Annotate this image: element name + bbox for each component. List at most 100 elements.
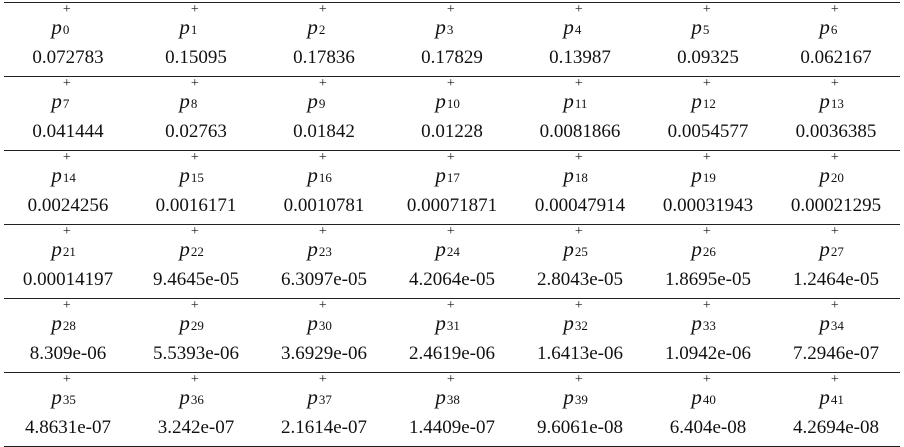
value-cell: 1.0942e-06	[664, 342, 751, 364]
subscript: 41	[830, 392, 844, 407]
superscript: +	[318, 2, 327, 17]
symbol: p	[51, 15, 62, 39]
superscript: +	[830, 150, 839, 165]
header-cell: p +2	[260, 2, 388, 41]
subscript: 19	[702, 170, 716, 185]
superscript: +	[62, 150, 71, 165]
superscript: +	[318, 224, 327, 239]
superscript: +	[574, 2, 583, 17]
value-cell: 3.242e-07	[157, 416, 235, 438]
superscript: +	[446, 224, 455, 239]
header-cell: p +22	[132, 224, 260, 263]
value-cell: 0.0081866	[539, 120, 621, 142]
header-cell: p +0	[4, 2, 132, 41]
header-cell: p +9	[260, 76, 388, 115]
symbol: p	[307, 89, 318, 113]
superscript: +	[318, 372, 327, 387]
value-cell: 0.01228	[421, 120, 483, 142]
value-cell: 1.2464e-05	[792, 268, 879, 290]
header-cell: p +3	[388, 2, 516, 41]
header-cell: p +29	[132, 298, 260, 337]
symbol: p	[691, 89, 702, 113]
value-cell: 0.0054577	[667, 120, 749, 142]
symbol: p	[435, 385, 446, 409]
scripts: +8	[190, 76, 213, 111]
header-row: p +7 p +8 p +9 p +10 p +11 p +12 p +13	[4, 76, 900, 115]
subscript: 13	[830, 96, 844, 111]
value-cell: 0.01842	[293, 120, 355, 142]
header-cell: p +40	[644, 372, 772, 411]
row-group: p +21 p +22 p +23 p +24 p +25 p +26 p +27 0.00014197 9.…	[4, 224, 900, 299]
value-cell: 0.00014197	[22, 268, 114, 290]
scripts: +19	[702, 150, 725, 185]
subscript: 20	[830, 170, 844, 185]
subscript: 25	[574, 244, 588, 259]
subscript: 28	[62, 318, 76, 333]
symbol: p	[307, 385, 318, 409]
header-cell: p +27	[772, 224, 900, 263]
scripts: +15	[190, 150, 213, 185]
symbol: p	[435, 237, 446, 261]
value-cell: 2.4619e-06	[408, 342, 495, 364]
symbol: p	[179, 89, 190, 113]
value-cell: 0.00047914	[534, 194, 626, 216]
value-row: 8.309e-06 5.5393e-06 3.6929e-06 2.4619e-06 1…	[4, 336, 900, 373]
symbol: p	[51, 385, 62, 409]
subscript: 35	[62, 392, 76, 407]
symbol: p	[819, 237, 830, 261]
superscript: +	[574, 298, 583, 313]
symbol: p	[819, 385, 830, 409]
row-group: p +0 p +1 p +2 p +3 p +4 p +5 p +6 0.072783 0.15095 0.17…	[4, 2, 900, 77]
symbol: p	[51, 237, 62, 261]
value-cell: 9.4645e-05	[152, 268, 239, 290]
value-cell: 0.041444	[32, 120, 104, 142]
header-cell: p +8	[132, 76, 260, 115]
header-cell: p +1	[132, 2, 260, 41]
subscript: 29	[190, 318, 204, 333]
value-cell: 0.072783	[32, 46, 104, 68]
superscript: +	[830, 224, 839, 239]
header-cell: p +19	[644, 150, 772, 189]
row-group: p +7 p +8 p +9 p +10 p +11 p +12 p +13 0.041444 0.02763…	[4, 76, 900, 151]
symbol: p	[563, 163, 574, 187]
superscript: +	[190, 150, 199, 165]
scripts: +31	[446, 298, 469, 333]
header-cell: p +36	[132, 372, 260, 411]
header-cell: p +24	[388, 224, 516, 263]
scripts: +3	[446, 2, 469, 37]
symbol: p	[435, 311, 446, 335]
value-cell: 4.2694e-08	[792, 416, 879, 438]
symbol: p	[179, 237, 190, 261]
header-row: p +35 p +36 p +37 p +38 p +39 p +40 p +41	[4, 372, 900, 411]
value-row: 0.072783 0.15095 0.17836 0.17829 0.13987 0.09…	[4, 40, 900, 77]
subscript: 30	[318, 318, 332, 333]
superscript: +	[574, 224, 583, 239]
symbol: p	[819, 163, 830, 187]
scripts: +35	[62, 372, 85, 407]
scripts: +10	[446, 76, 469, 111]
subscript: 10	[446, 96, 460, 111]
value-cell: 0.17836	[293, 46, 355, 68]
header-row: p +21 p +22 p +23 p +24 p +25 p +26 p +27	[4, 224, 900, 263]
subscript: 15	[190, 170, 204, 185]
superscript: +	[62, 224, 71, 239]
scripts: +16	[318, 150, 341, 185]
header-cell: p +23	[260, 224, 388, 263]
value-cell: 0.00031943	[662, 194, 754, 216]
scripts: +34	[830, 298, 853, 333]
scripts: +30	[318, 298, 341, 333]
row-group: p +35 p +36 p +37 p +38 p +39 p +40 p +41 4.8631e-07 3.…	[4, 372, 900, 447]
value-cell: 0.17829	[421, 46, 483, 68]
symbol: p	[435, 15, 446, 39]
symbol: p	[307, 311, 318, 335]
symbol: p	[51, 89, 62, 113]
scripts: +23	[318, 224, 341, 259]
superscript: +	[446, 2, 455, 17]
scripts: +2	[318, 2, 341, 37]
superscript: +	[446, 372, 455, 387]
subscript: 7	[62, 96, 70, 111]
header-cell: p +13	[772, 76, 900, 115]
header-row: p +28 p +29 p +30 p +31 p +32 p +33 p +34	[4, 298, 900, 337]
scripts: +5	[702, 2, 725, 37]
superscript: +	[318, 150, 327, 165]
